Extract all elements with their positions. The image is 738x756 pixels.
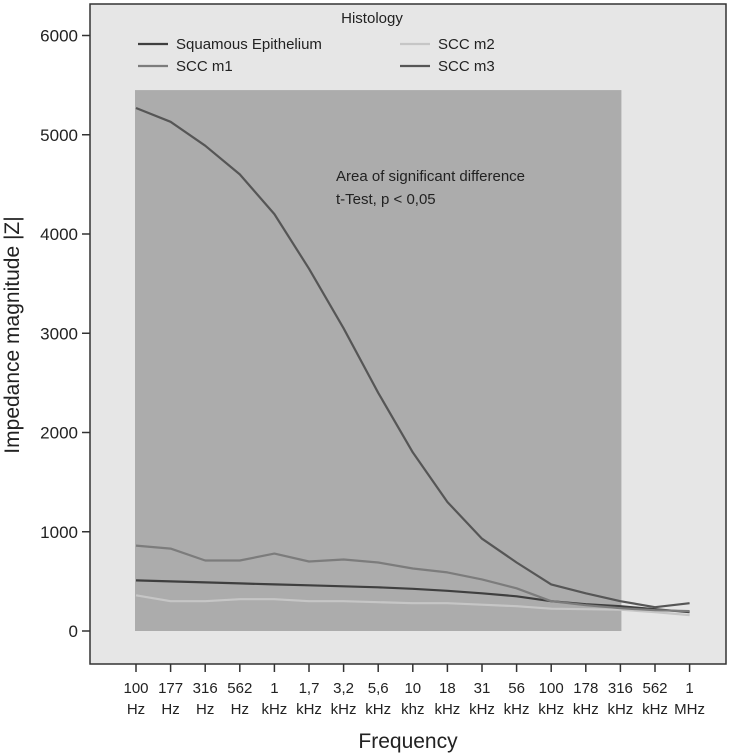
y-tick-label: 4000	[40, 225, 78, 244]
y-tick-label: 5000	[40, 126, 78, 145]
annotation-line1: Area of significant difference	[336, 168, 525, 185]
annotation-line2: t-Test, p < 0,05	[336, 191, 436, 208]
series-line-scc-m2	[135, 594, 690, 617]
x-tick-unit: Hz	[127, 701, 145, 718]
series-line-scc-m1	[135, 544, 690, 613]
x-tick-label: 31	[474, 680, 491, 697]
x-axis-title: Frequency	[358, 730, 458, 753]
series-line-squamous-epithelium	[135, 579, 690, 614]
legend-label: SCC m2	[438, 36, 495, 53]
x-tick-unit: kHz	[504, 701, 530, 718]
y-tick-label: 6000	[40, 27, 78, 46]
x-tick-unit: kHz	[434, 701, 460, 718]
series-lines	[135, 106, 690, 617]
x-tick-label: 562	[642, 680, 667, 697]
legend-label: SCC m3	[438, 58, 495, 75]
x-tick-unit: MHz	[674, 701, 705, 718]
x-axis: 100 Hz 177 Hz 316 Hz 562 Hz 1 kHz 1,7 kHz 3,2 kHz 5,6 k…	[123, 664, 705, 718]
x-tick-label: 178	[573, 680, 598, 697]
x-tick-unit: kHz	[469, 701, 495, 718]
x-tick-unit: kHz	[261, 701, 287, 718]
legend-label: SCC m1	[176, 58, 233, 75]
series-line-scc-m3	[135, 106, 690, 609]
x-tick-label: 316	[193, 680, 218, 697]
significance-region	[135, 90, 622, 631]
y-tick-label: 0	[69, 622, 78, 641]
x-tick-unit: Hz	[196, 701, 214, 718]
x-tick-label: 316	[608, 680, 633, 697]
x-tick-label: 100	[123, 680, 148, 697]
x-tick-unit: kHz	[365, 701, 391, 718]
x-tick-label: 100	[539, 680, 564, 697]
x-tick-label: 10	[404, 680, 421, 697]
legend: Histology Squamous Epithelium SCC m2 SCC m…	[138, 10, 495, 75]
y-axis: 0 1000 2000 3000 4000 5000 6000	[40, 27, 90, 641]
y-tick-label: 2000	[40, 424, 78, 443]
x-tick-unit: Hz	[231, 701, 249, 718]
x-tick-unit: kHz	[642, 701, 668, 718]
x-tick-label: 3,2	[333, 680, 354, 697]
x-tick-label: 1,7	[299, 680, 320, 697]
x-tick-label: 177	[158, 680, 183, 697]
x-tick-unit: kHz	[607, 701, 633, 718]
x-tick-unit: kHz	[296, 701, 322, 718]
x-tick-unit: kHz	[331, 701, 357, 718]
x-tick-unit: kHz	[538, 701, 564, 718]
x-tick-label: 562	[227, 680, 252, 697]
x-tick-label: 1	[685, 680, 693, 697]
legend-label: Squamous Epithelium	[176, 36, 322, 53]
y-tick-label: 1000	[40, 523, 78, 542]
y-tick-label: 3000	[40, 324, 78, 343]
x-tick-label: 18	[439, 680, 456, 697]
x-tick-label: 5,6	[368, 680, 389, 697]
x-tick-label: 56	[508, 680, 525, 697]
x-tick-unit: kHz	[573, 701, 599, 718]
legend-title: Histology	[341, 10, 403, 27]
x-tick-label: 1	[270, 680, 278, 697]
y-axis-title: Impedance magnitude |Z|	[1, 216, 24, 453]
x-tick-unit: Hz	[161, 701, 179, 718]
x-tick-unit: khz	[401, 701, 424, 718]
